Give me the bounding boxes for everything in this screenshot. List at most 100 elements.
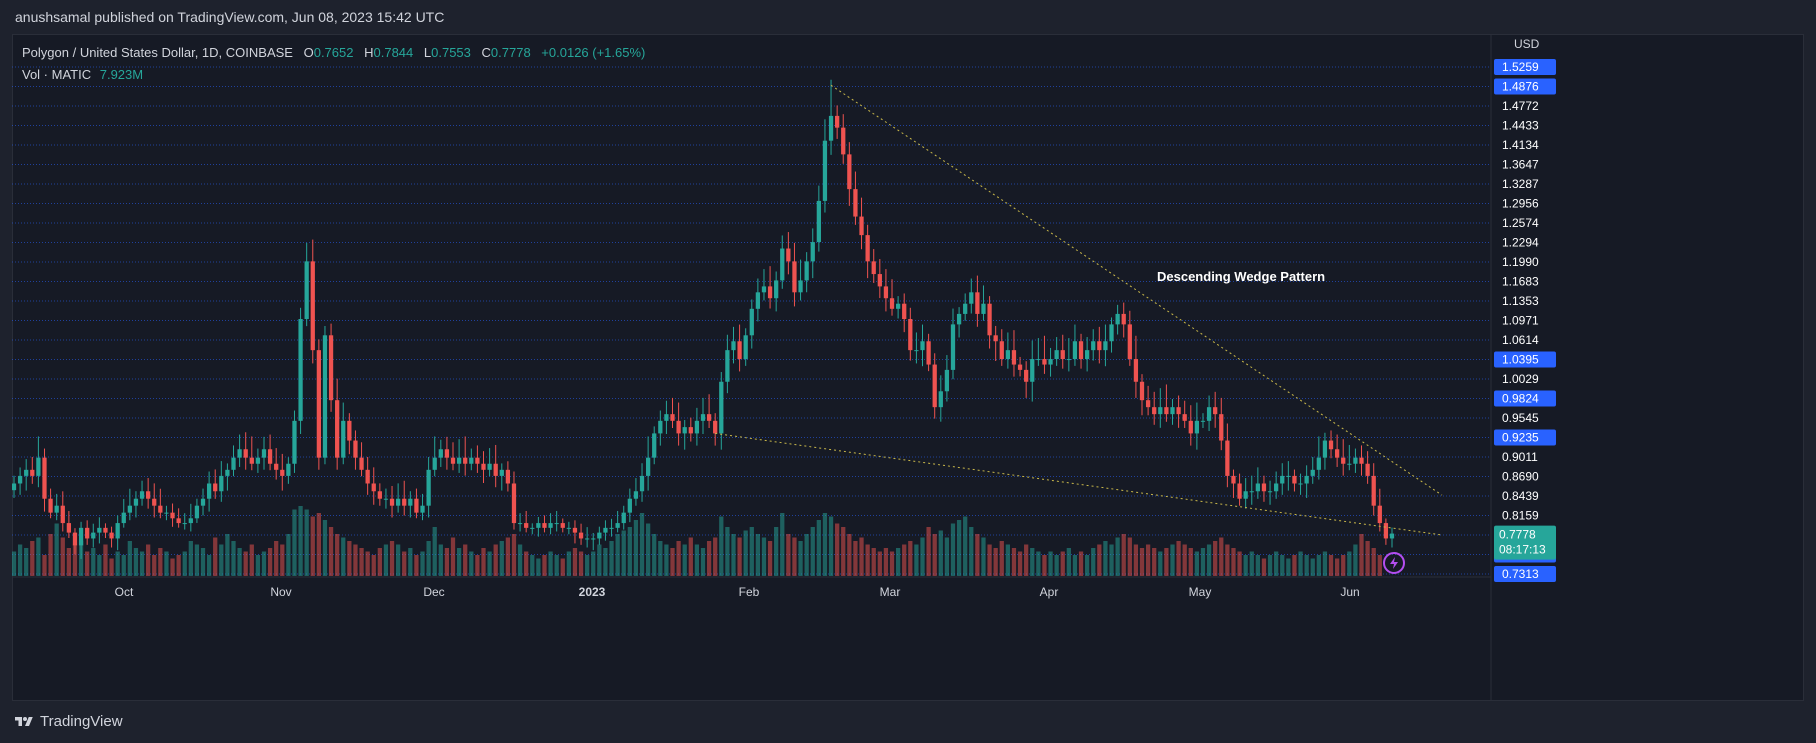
volume-bar	[859, 537, 864, 576]
close-value: 0.7778	[490, 45, 531, 60]
candle	[828, 115, 834, 141]
candle	[225, 469, 230, 476]
candle	[987, 303, 992, 336]
volume-bar	[835, 523, 840, 576]
lightning-icon[interactable]	[1383, 552, 1405, 574]
price-tick-label: 1.1353	[1502, 294, 1539, 308]
volume-bar	[755, 534, 761, 576]
volume-bar	[475, 555, 480, 576]
candle	[786, 248, 791, 262]
volume-bar	[511, 534, 517, 576]
volume-bar	[1152, 548, 1157, 576]
price-chart[interactable]: Descending Wedge Pattern USD 1.5259 1.487…	[12, 34, 1804, 701]
candle	[335, 400, 340, 458]
candle	[1341, 457, 1346, 464]
volume-bar	[1359, 534, 1364, 576]
candle	[146, 491, 151, 499]
volume-bar	[1334, 558, 1340, 576]
open-value: 0.7652	[313, 45, 354, 60]
candle	[286, 463, 291, 476]
candle	[676, 420, 681, 434]
volume-layer	[12, 506, 1382, 576]
volume-bar	[889, 551, 895, 576]
candle	[585, 538, 590, 540]
candle	[1298, 483, 1303, 485]
candle	[493, 463, 498, 476]
volume-bar	[1249, 551, 1254, 576]
volume-bar	[1206, 544, 1212, 576]
volume-bar	[213, 537, 218, 576]
candle	[1255, 483, 1260, 492]
volume-bar	[749, 527, 754, 576]
candle	[1194, 420, 1200, 434]
volume-label[interactable]: Vol · MATIC	[22, 67, 92, 82]
price-tick-label: 0.9545	[1502, 411, 1539, 425]
volume-bar	[237, 548, 242, 576]
candle	[1225, 440, 1230, 476]
candle	[932, 364, 937, 408]
volume-bar	[694, 544, 700, 576]
volume-bar	[536, 558, 541, 576]
candle	[1115, 313, 1120, 325]
volume-bar	[993, 548, 998, 576]
volume-bar	[310, 516, 315, 576]
candle	[54, 505, 59, 513]
candle	[420, 505, 425, 513]
candle	[237, 449, 242, 458]
volume-bar	[1127, 537, 1132, 576]
volume-bar	[633, 520, 639, 576]
volume-bar	[255, 555, 261, 576]
volume-bar	[408, 548, 413, 576]
candle	[280, 469, 285, 476]
volume-bar	[146, 544, 151, 576]
volume-bar	[1121, 534, 1126, 576]
candle	[133, 498, 139, 506]
volume-bar	[560, 558, 565, 576]
candle	[743, 335, 748, 360]
candle	[859, 216, 864, 236]
candle	[908, 319, 913, 351]
volume-bar	[341, 537, 346, 576]
candle	[1109, 324, 1114, 342]
volume-bar	[200, 548, 206, 576]
candle	[950, 324, 956, 370]
candle	[1328, 440, 1334, 450]
volume-bar	[402, 551, 407, 576]
footer: TradingView	[0, 701, 1816, 743]
candle	[450, 457, 456, 464]
candle	[1334, 449, 1340, 458]
symbol-title[interactable]: Polygon / United States Dollar, 1D, COIN…	[22, 45, 293, 60]
candle	[1316, 457, 1321, 470]
tradingview-brand[interactable]: TradingView	[14, 713, 123, 730]
volume-bar	[1078, 551, 1084, 576]
candle	[499, 469, 504, 476]
current-price: 0.7778	[1499, 528, 1536, 542]
currency-label: USD	[1514, 37, 1540, 51]
volume-bar	[176, 555, 181, 576]
candle	[139, 491, 145, 499]
high-value: 0.7844	[373, 45, 414, 60]
volume-bar	[1024, 544, 1029, 576]
candle	[1091, 341, 1096, 351]
candle	[310, 261, 315, 351]
candle	[103, 527, 108, 533]
candle	[219, 475, 224, 492]
candle	[670, 414, 675, 421]
candle	[804, 261, 809, 281]
candle	[463, 457, 468, 464]
volume-bar	[359, 548, 364, 576]
candle	[865, 235, 870, 262]
volume-bar	[1371, 548, 1376, 576]
candle	[414, 498, 419, 513]
candle	[91, 532, 96, 539]
time-axis[interactable]: Oct Nov Dec 2023 Feb Mar Apr May Jun	[115, 585, 1360, 599]
volume-bar	[12, 551, 17, 576]
volume-bar	[798, 541, 803, 576]
volume-bar	[1158, 551, 1163, 576]
price-axis[interactable]: 1.5259 1.4876 1.4772 1.4433 1.4134 1.3647 1.32…	[1494, 59, 1556, 582]
volume-bar	[225, 534, 230, 576]
candle	[956, 313, 962, 325]
price-label-highlight	[1494, 429, 1556, 446]
volume-bar	[914, 544, 919, 576]
candle	[1078, 341, 1084, 360]
